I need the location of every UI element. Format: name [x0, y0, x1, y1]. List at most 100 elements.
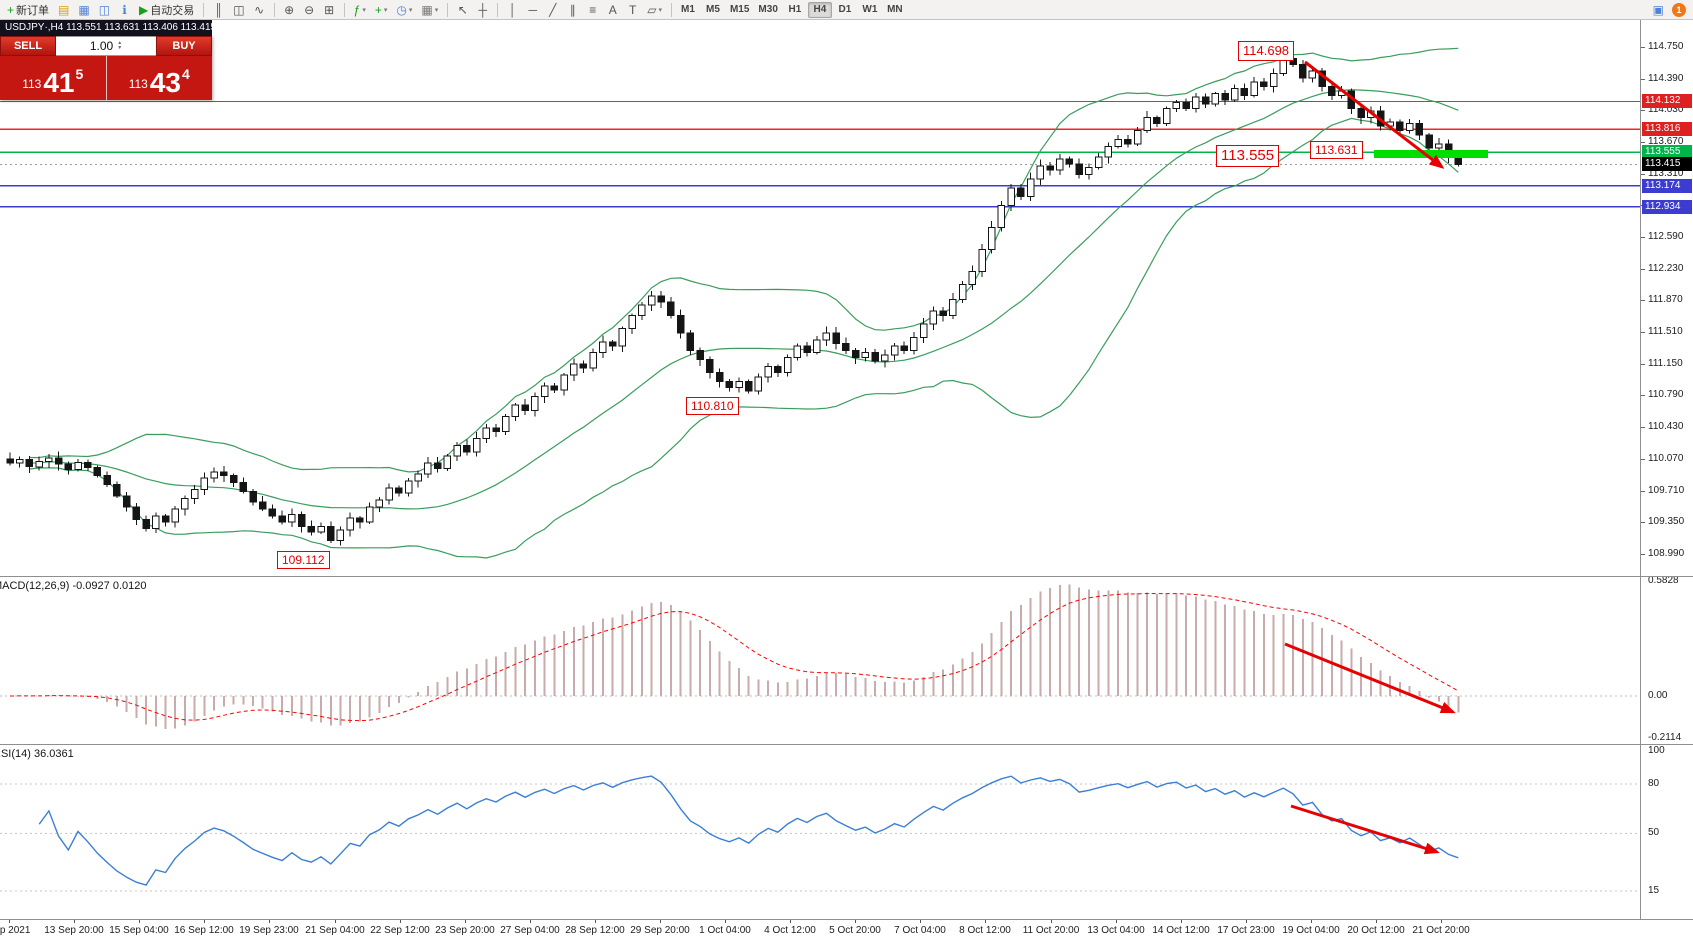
timeframe-w1[interactable]: W1	[862, 4, 878, 15]
horizontal-line-icon[interactable]: ─	[523, 1, 542, 18]
new-order-icon: +	[7, 2, 15, 17]
price-annotation[interactable]: 110.810	[686, 397, 739, 416]
crosshair-icon[interactable]: ┼	[473, 1, 492, 18]
zoom-out-icon[interactable]: ⊖	[300, 1, 319, 18]
time-axis-label: 13 Sep 20:00	[44, 925, 104, 936]
sell-price[interactable]: 113 41 5	[0, 56, 107, 100]
bollinger-upper-band	[29, 47, 1459, 473]
sell-button[interactable]: SELL	[0, 36, 56, 56]
rsi-pane[interactable]: 100 80 50 15 RSI(14) 36.0361	[0, 745, 1693, 920]
notification-badge[interactable]: 1	[1672, 2, 1686, 17]
timeframe-m15[interactable]: M15	[729, 4, 750, 15]
data-window-icon[interactable]: ▦	[74, 1, 93, 18]
timeframe-m30[interactable]: M30	[758, 4, 778, 15]
rsi-chart[interactable]	[0, 745, 1640, 919]
volume-field[interactable]: 1.00 ▲ ▼	[56, 36, 156, 56]
volume-value: 1.00	[89, 39, 114, 53]
candlestick-chart-icon[interactable]: ◫	[229, 1, 248, 18]
terminal-info-icon[interactable]: ℹ	[115, 1, 134, 18]
macd-chart[interactable]	[0, 577, 1640, 744]
navigator-icon[interactable]: ◫	[95, 1, 114, 18]
text-label-icon[interactable]: T	[623, 1, 642, 18]
macd-histogram	[18, 584, 1460, 730]
price-annotation[interactable]: 113.631	[1310, 141, 1363, 160]
toolbar-separator	[670, 2, 672, 17]
time-axis-label: 7 Oct 04:00	[894, 925, 946, 936]
periods-clock-icon[interactable]: ◷ ▾	[392, 1, 416, 18]
community-icon[interactable]: ▣	[1649, 1, 1668, 18]
rsi-axis-label: 100	[1648, 745, 1665, 756]
periods-clock-icon: ◷	[396, 2, 407, 17]
price-annotation[interactable]: 109.112	[277, 551, 330, 570]
fibonacci-icon[interactable]: ≡	[583, 1, 602, 18]
shapes-icon[interactable]: ▱ ▾	[643, 1, 666, 18]
bar-chart-icon[interactable]: ║	[209, 1, 228, 18]
time-axis-label: 21 Oct 20:00	[1412, 925, 1470, 936]
time-axis-tick	[1116, 920, 1117, 923]
auto-trading-button[interactable]: ▶ 自动交易	[135, 1, 198, 18]
cursor-icon[interactable]: ↖	[453, 1, 472, 18]
new-order-button[interactable]: + 新订单	[3, 1, 53, 18]
time-axis-label: 5 Oct 20:00	[829, 925, 881, 936]
buy-button[interactable]: BUY	[156, 36, 212, 56]
time-axis[interactable]: Sep 2021 13 Sep 20:00 15 Sep 04:00 16 Sep 1…	[0, 920, 1693, 940]
volume-spinner[interactable]: ▲ ▼	[117, 41, 122, 51]
text-label-icon: T	[629, 2, 637, 17]
templates-icon[interactable]: ▦ ▾	[417, 1, 442, 18]
macd-pane[interactable]: 0.5828 0.00 -0.2114 MACD(12,26,9) -0.0927 …	[0, 577, 1693, 745]
price-annotation[interactable]: 113.555	[1216, 145, 1280, 168]
price-chart[interactable]	[0, 20, 1640, 576]
price-annotation[interactable]: 114.698	[1238, 41, 1295, 61]
bollinger-middle-band	[29, 89, 1459, 510]
price-axis-label: 108.990	[1648, 548, 1685, 559]
buy-price[interactable]: 113 43 4	[107, 56, 213, 100]
chart-title: USDJPY·,H4 113.551 113.631 113.406 113.4…	[0, 20, 212, 36]
timeframe-h1[interactable]: H1	[788, 4, 802, 15]
price-axis-tick	[1641, 459, 1645, 460]
timeframe-m1[interactable]: M1	[681, 4, 695, 15]
support-zone-highlight[interactable]	[1374, 150, 1488, 158]
sell-price-prefix: 113	[22, 77, 42, 91]
indicators-icon[interactable]: ƒ ▾	[350, 1, 370, 18]
time-axis-label: 22 Sep 12:00	[370, 925, 430, 936]
text-icon[interactable]: A	[603, 1, 622, 18]
channel-icon[interactable]: ∥	[563, 1, 582, 18]
candlestick-chart-icon: ◫	[233, 2, 245, 17]
sell-price-big: 41	[43, 67, 75, 98]
price-axis-tick	[1641, 269, 1645, 270]
line-chart-icon[interactable]: ∿	[250, 1, 269, 18]
time-axis-tick	[204, 920, 205, 923]
rsi-axis-label: 50	[1648, 827, 1660, 838]
time-axis-tick	[920, 920, 921, 923]
timeframe-buttons: M1 M5 M15 M30 H1 H4 D1 W1 MN	[676, 1, 907, 18]
tile-windows-icon: ⊞	[324, 2, 335, 17]
spinner-up-icon[interactable]: ▲	[117, 40, 123, 46]
market-watch-icon[interactable]: ▤	[54, 1, 73, 18]
macd-axis: 0.5828 0.00 -0.2114	[1640, 577, 1693, 744]
vertical-line-icon[interactable]: │	[503, 1, 522, 18]
zoom-in-icon: ⊕	[284, 2, 295, 17]
rsi-axis-label: 15	[1648, 885, 1660, 896]
main-chart-pane[interactable]: 114.750 114.390 114.030 113.670 113.310 112.9…	[0, 20, 1693, 577]
dropdown-caret-icon: ▾	[362, 6, 366, 14]
time-axis-label: 17 Oct 23:00	[1217, 925, 1275, 936]
zoom-in-icon[interactable]: ⊕	[280, 1, 299, 18]
spinner-down-icon[interactable]: ▼	[117, 45, 123, 51]
price-axis-tick	[1641, 237, 1645, 238]
timeframe-d1[interactable]: D1	[838, 4, 852, 15]
toolbar-separator	[273, 2, 275, 17]
add-indicator-icon[interactable]: + ▾	[371, 1, 392, 18]
toolbar-buttons: + 新订单 ▤ ▦ ◫ ℹ ▶ 自动交易 ║ ◫ ∿ ⊕ ⊖ ⊞ ƒ ▾ + ▾ ◷ ▾ ▦ ▾ ↖ ┼ │ ─ ╱ ∥ ≡ A T ▱ ▾	[3, 1, 676, 18]
toolbar-separator	[343, 2, 345, 17]
time-axis-tick	[1376, 920, 1377, 923]
tile-windows-icon[interactable]: ⊞	[320, 1, 339, 18]
bar-chart-icon: ║	[214, 2, 224, 17]
community-icon: ▣	[1652, 2, 1664, 17]
trendline-icon[interactable]: ╱	[543, 1, 562, 18]
timeframe-h4[interactable]: H4	[807, 1, 832, 18]
timeframe-m5[interactable]: M5	[706, 4, 720, 15]
templates-icon: ▦	[421, 2, 433, 17]
toolbar: + 新订单 ▤ ▦ ◫ ℹ ▶ 自动交易 ║ ◫ ∿ ⊕ ⊖ ⊞ ƒ ▾ + ▾ ◷ ▾ ▦ ▾ ↖ ┼ │ ─ ╱ ∥ ≡ A T ▱ ▾ M…	[0, 0, 1693, 20]
one-click-controls: SELL 1.00 ▲ ▼ BUY	[0, 36, 212, 56]
timeframe-mn[interactable]: MN	[887, 4, 903, 15]
